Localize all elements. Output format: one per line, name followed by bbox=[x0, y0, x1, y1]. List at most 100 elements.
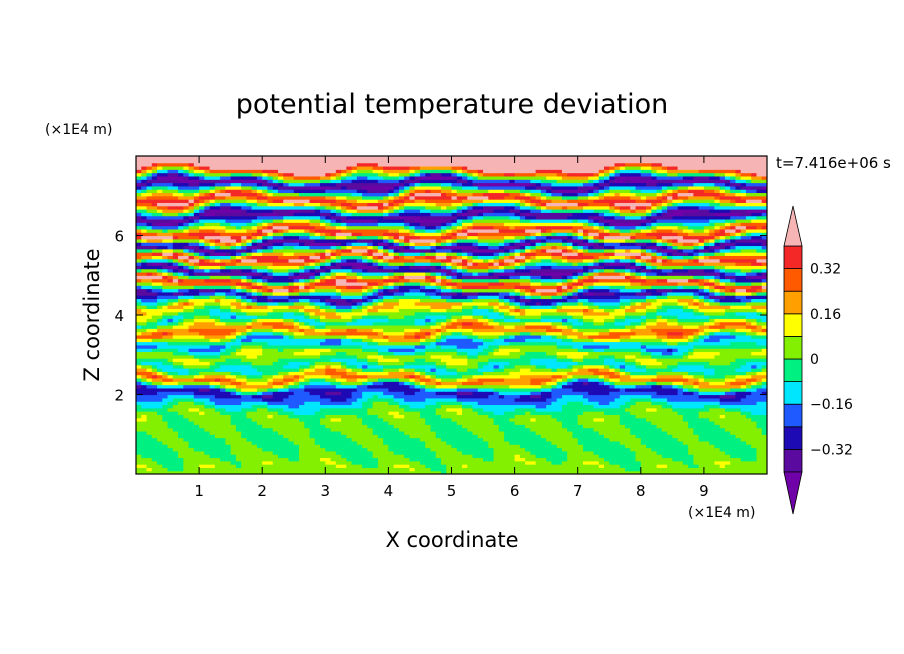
field-cell bbox=[188, 394, 195, 399]
field-cell bbox=[504, 457, 510, 462]
field-cell bbox=[651, 470, 658, 474]
field-cell bbox=[151, 377, 158, 382]
field-cell bbox=[283, 384, 290, 389]
field-cell bbox=[514, 444, 521, 449]
field-cell bbox=[225, 404, 232, 409]
field-cell bbox=[640, 404, 647, 409]
field-cell bbox=[451, 377, 458, 382]
field-cell bbox=[341, 368, 347, 372]
field-cell bbox=[724, 427, 731, 432]
field-cell bbox=[225, 440, 232, 445]
field-cell bbox=[603, 414, 610, 419]
field-cell bbox=[299, 344, 305, 349]
field-cell bbox=[525, 404, 531, 409]
field-cell bbox=[761, 424, 767, 429]
field-cell bbox=[293, 457, 300, 462]
field-cell bbox=[393, 421, 400, 425]
field-cell bbox=[262, 384, 269, 389]
field-cell bbox=[672, 434, 679, 439]
field-cell bbox=[730, 414, 737, 419]
field-cell bbox=[635, 397, 642, 402]
field-cell bbox=[472, 344, 479, 349]
field-cell bbox=[199, 464, 205, 468]
field-cell bbox=[272, 447, 279, 452]
field-cell bbox=[735, 338, 742, 343]
field-cell bbox=[451, 338, 458, 343]
field-cell bbox=[372, 460, 379, 465]
field-cell bbox=[745, 414, 752, 419]
field-cell bbox=[188, 344, 195, 349]
field-cell bbox=[214, 361, 221, 366]
field-cell bbox=[440, 417, 447, 422]
field-cell bbox=[619, 434, 626, 439]
field-cell bbox=[551, 397, 558, 402]
field-cell bbox=[246, 470, 253, 474]
field-cell bbox=[546, 348, 553, 353]
field-cell bbox=[356, 424, 363, 429]
field-cell bbox=[435, 467, 442, 472]
field-cell bbox=[299, 401, 305, 406]
field-cell bbox=[519, 377, 526, 382]
field-cell bbox=[151, 401, 158, 406]
field-cell bbox=[446, 391, 453, 396]
field-cell bbox=[651, 374, 658, 379]
field-cell bbox=[151, 387, 158, 392]
field-cell bbox=[435, 358, 442, 362]
field-cell bbox=[193, 440, 200, 445]
field-cell bbox=[141, 381, 148, 386]
field-cell bbox=[314, 457, 321, 462]
field-cell bbox=[241, 464, 248, 468]
field-cell bbox=[756, 411, 763, 415]
field-cell bbox=[372, 397, 379, 402]
field-cell bbox=[251, 344, 258, 349]
field-cell bbox=[577, 401, 584, 406]
field-cell bbox=[483, 450, 489, 455]
field-cell bbox=[377, 447, 384, 452]
field-cell bbox=[277, 454, 284, 459]
field-cell bbox=[398, 354, 405, 359]
field-cell bbox=[609, 358, 616, 362]
field-cell bbox=[561, 377, 568, 382]
field-cell bbox=[519, 421, 526, 425]
field-cell bbox=[199, 371, 205, 376]
field-cell bbox=[141, 368, 148, 372]
field-cell bbox=[288, 358, 295, 362]
field-cell bbox=[425, 381, 432, 386]
field-cell bbox=[377, 440, 384, 445]
field-cell bbox=[162, 430, 169, 435]
field-cell bbox=[761, 444, 767, 449]
field-cell bbox=[546, 344, 553, 349]
field-cell bbox=[362, 358, 368, 362]
field-cell bbox=[220, 450, 226, 455]
field-cell bbox=[546, 391, 553, 396]
field-cell bbox=[751, 417, 758, 422]
field-cell bbox=[367, 348, 374, 353]
field-cell bbox=[183, 348, 190, 353]
field-cell bbox=[498, 351, 505, 356]
field-cell bbox=[561, 421, 568, 425]
field-cell bbox=[477, 464, 484, 468]
field-cell bbox=[761, 394, 767, 399]
field-cell bbox=[341, 348, 347, 353]
field-cell bbox=[304, 368, 311, 372]
field-cell bbox=[256, 391, 263, 396]
field-cell bbox=[535, 437, 542, 442]
field-cell bbox=[551, 374, 558, 379]
field-cell bbox=[230, 368, 237, 372]
field-cell bbox=[414, 447, 421, 452]
field-cell bbox=[556, 381, 563, 386]
field-cell bbox=[703, 464, 710, 468]
field-cell bbox=[419, 417, 426, 422]
field-cell bbox=[519, 364, 526, 369]
field-cell bbox=[309, 450, 316, 455]
field-cell bbox=[703, 460, 710, 465]
field-cell bbox=[730, 467, 737, 472]
field-cell bbox=[745, 454, 752, 459]
field-cell bbox=[483, 444, 489, 449]
field-cell bbox=[409, 358, 416, 362]
field-cell bbox=[262, 338, 269, 343]
field-cell bbox=[409, 394, 416, 399]
field-cell bbox=[756, 358, 763, 362]
field-cell bbox=[214, 440, 221, 445]
field-cell bbox=[409, 364, 416, 369]
